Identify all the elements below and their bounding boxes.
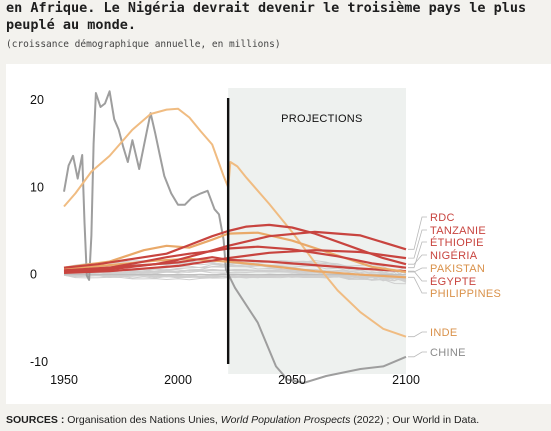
series-label: RDC: [430, 212, 455, 224]
x-tick-label: 1950: [50, 373, 78, 387]
leader-line: [408, 276, 427, 294]
series-label: PAKISTAN: [430, 263, 485, 275]
leader-line: [408, 241, 427, 269]
series-labels: RDCTANZANIEÉTHIOPIENIGÉRIAPAKISTANÉGYPTE…: [430, 212, 501, 359]
leader-line: [408, 229, 427, 259]
series-label: PHILIPPINES: [430, 288, 501, 300]
series-label: ÉGYPTE: [430, 275, 476, 288]
leader-line: [408, 331, 427, 338]
y-tick-label: 0: [30, 268, 37, 282]
y-axis-ticks: -10 0 10 20: [30, 93, 48, 369]
series-label: NIGÉRIA: [430, 249, 478, 262]
x-tick-label: 2050: [278, 373, 306, 387]
sources-label: SOURCES :: [6, 414, 65, 426]
leader-line: [408, 216, 427, 250]
background-line: [63, 274, 407, 281]
series-label: TANZANIE: [430, 225, 486, 237]
series-line-tanzanie: [63, 249, 407, 274]
y-tick-label: 10: [30, 180, 44, 194]
sources-title: World Population Prospects: [220, 414, 351, 426]
leader-line: [408, 267, 427, 273]
series-line-ethiopie: [63, 245, 407, 273]
sources-footnote: SOURCES : Organisation des Nations Unies…: [6, 414, 479, 426]
chart: PROJECTIONS -10 0 10 20 1950 2000 2050 2100 RD…: [6, 64, 551, 404]
chart-title: en Afrique. Le Nigéria devrait devenir l…: [6, 0, 527, 33]
x-tick-label: 2000: [164, 373, 192, 387]
series-label: CHINE: [430, 347, 466, 359]
label-leader-lines: [408, 216, 427, 358]
series-label: INDE: [430, 327, 457, 339]
series-line-rdc: [63, 230, 407, 274]
leader-line: [408, 351, 427, 358]
y-tick-label: 20: [30, 93, 44, 107]
sources-post: (2022) ; Our World in Data.: [350, 414, 480, 426]
sources-pre: Organisation des Nations Unies,: [64, 414, 221, 426]
chart-subtitle: (croissance démographique annuelle, en m…: [6, 39, 281, 50]
leader-line: [408, 254, 427, 265]
x-axis-ticks: 1950 2000 2050 2100: [50, 373, 420, 387]
leader-line: [408, 270, 427, 282]
y-tick-label: -10: [30, 355, 48, 369]
projections-annotation: PROJECTIONS: [281, 113, 363, 125]
x-tick-label: 2100: [392, 373, 420, 387]
series-label: ÉTHIOPIE: [430, 236, 484, 249]
series-line-nigeria: [63, 223, 407, 269]
